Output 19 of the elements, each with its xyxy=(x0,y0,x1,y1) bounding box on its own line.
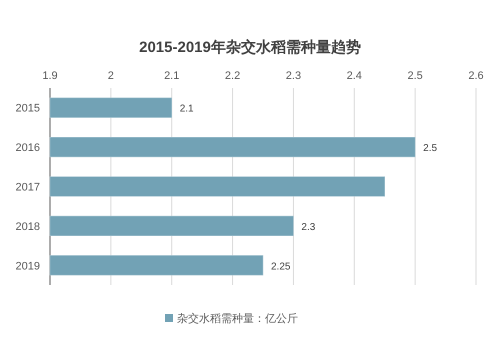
x-tick-label: 2.6 xyxy=(468,70,484,82)
x-tick-label: 2 xyxy=(108,70,114,82)
y-tick-label: 2017 xyxy=(16,182,40,194)
x-tick-label: 2.5 xyxy=(407,70,423,82)
legend-label: 杂交水稻需种量：亿公斤 xyxy=(177,312,298,325)
y-tick-label: 2018 xyxy=(16,220,40,233)
y-tick-label: 2019 xyxy=(16,260,40,272)
x-tick-label: 2.4 xyxy=(346,70,362,82)
data-label: 2.25 xyxy=(271,261,291,272)
y-tick-label: 2016 xyxy=(16,142,40,154)
data-label: 2.1 xyxy=(180,104,194,115)
x-tick-label: 2.3 xyxy=(286,70,302,82)
data-label: 2.5 xyxy=(423,143,438,154)
y-tick-label: 2015 xyxy=(16,102,40,115)
x-tick-label: 1.9 xyxy=(42,70,58,82)
chart-title: 2015-2019年杂交水稻需种量趋势 xyxy=(139,38,361,56)
data-label: 2.3 xyxy=(301,222,316,233)
x-tick-label: 2.2 xyxy=(224,70,240,82)
x-tick-label: 2.1 xyxy=(164,70,180,82)
